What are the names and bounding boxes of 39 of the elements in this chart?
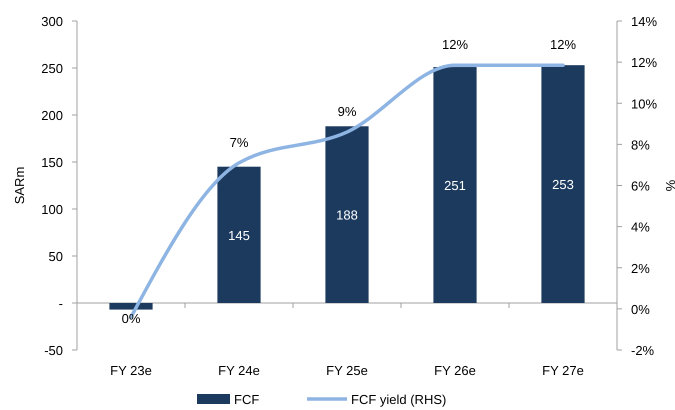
y-tick-label: - bbox=[58, 296, 63, 311]
bar bbox=[325, 126, 369, 303]
legend-label: FCF bbox=[234, 392, 260, 407]
y2-tick-label: -2% bbox=[631, 343, 655, 358]
y-tick-label: 100 bbox=[41, 202, 63, 217]
y-tick-label: 50 bbox=[48, 249, 63, 264]
data-label: 251 bbox=[444, 178, 466, 194]
legend-label: FCF yield (RHS) bbox=[351, 392, 446, 407]
data-label: 9% bbox=[338, 104, 357, 120]
x-tick-label: FY 26e bbox=[434, 363, 476, 378]
bar bbox=[541, 65, 585, 303]
y-axis-title: SARm bbox=[12, 166, 27, 204]
data-label: 12% bbox=[550, 37, 576, 52]
data-label: 12% bbox=[442, 37, 468, 52]
data-label: 145 bbox=[228, 228, 250, 243]
y-tick-label: 150 bbox=[41, 155, 63, 170]
y2-tick-label: 10% bbox=[631, 96, 658, 112]
x-tick-label: FY 25e bbox=[326, 363, 368, 378]
x-tick-label: FY 27e bbox=[542, 363, 584, 378]
y2-tick-label: 14% bbox=[631, 14, 658, 29]
y2-tick-label: 0% bbox=[631, 302, 650, 317]
data-label: 7% bbox=[230, 134, 249, 150]
y-tick-label: 250 bbox=[41, 61, 63, 76]
x-tick-label: FY 24e bbox=[218, 363, 260, 378]
y-tick-label: -50 bbox=[44, 343, 63, 358]
y-tick-label: 300 bbox=[41, 14, 63, 29]
y-tick-label: 200 bbox=[41, 108, 63, 123]
y2-tick-label: 8% bbox=[631, 137, 650, 152]
y2-axis-title: % bbox=[663, 180, 675, 192]
y2-tick-label: 6% bbox=[631, 178, 650, 194]
data-label: 253 bbox=[552, 177, 574, 192]
data-label: 188 bbox=[336, 208, 358, 223]
y2-tick-label: 12% bbox=[631, 55, 658, 70]
y2-tick-label: 4% bbox=[631, 220, 650, 235]
bar bbox=[433, 67, 477, 303]
x-tick-label: FY 23e bbox=[110, 363, 152, 378]
data-label: 0% bbox=[122, 311, 141, 326]
bar bbox=[217, 166, 261, 303]
y2-tick-label: 2% bbox=[631, 260, 650, 276]
